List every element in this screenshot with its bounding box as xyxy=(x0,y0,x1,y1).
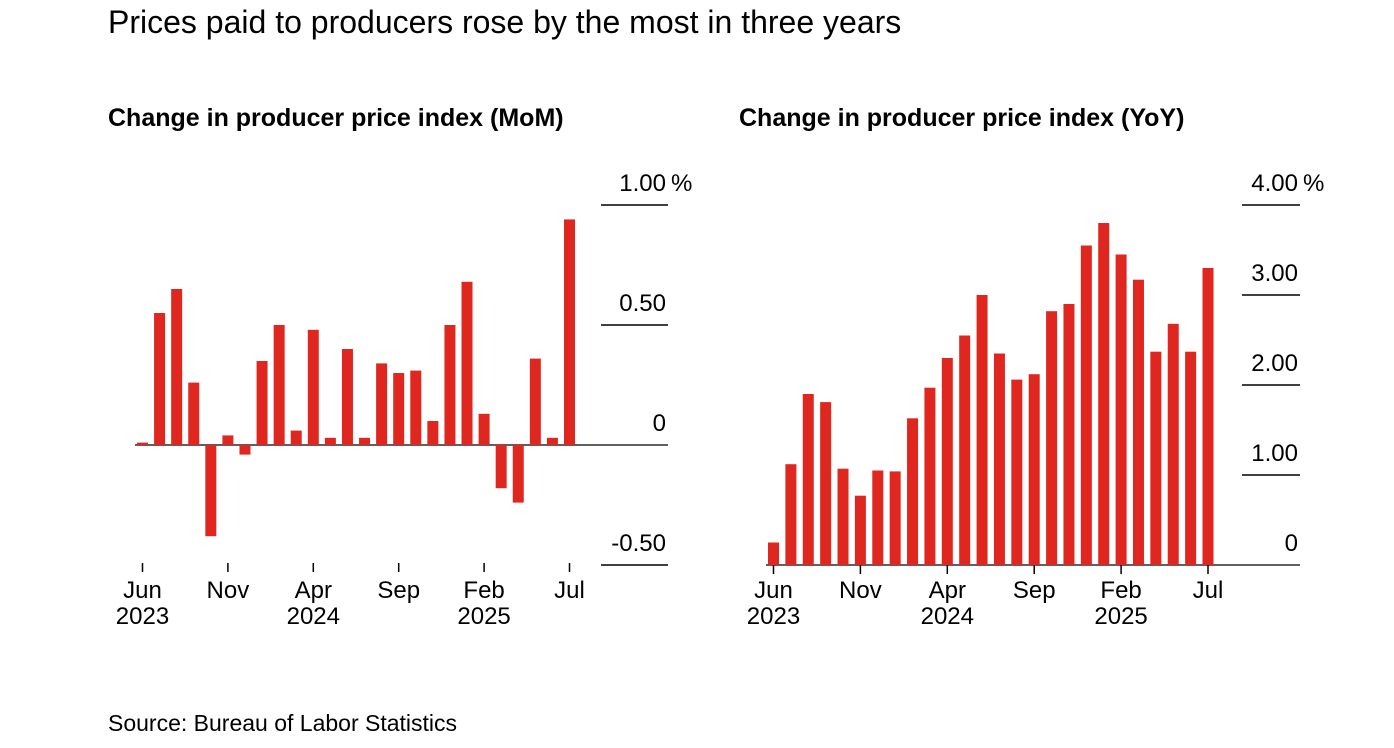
y-tick-label: 1.00 xyxy=(1251,440,1298,467)
bar-mom xyxy=(359,437,371,445)
x-tick-year: 2025 xyxy=(457,603,510,630)
bar-yoy xyxy=(1011,379,1023,565)
x-tick-year: 2023 xyxy=(747,603,800,630)
x-tick-year: 2023 xyxy=(116,603,169,630)
bar-mom xyxy=(205,445,217,537)
bar-mom xyxy=(222,435,234,445)
x-tick-month: Nov xyxy=(839,577,882,604)
x-tick-month: Sep xyxy=(1013,577,1056,604)
bar-mom xyxy=(137,442,148,445)
y-unit-label: % xyxy=(671,170,692,197)
x-tick-month: Nov xyxy=(207,577,250,604)
x-tick-month: Sep xyxy=(377,577,420,604)
bar-yoy xyxy=(959,335,971,565)
bar-mom xyxy=(444,325,456,445)
bar-mom xyxy=(461,281,473,445)
bar-yoy xyxy=(1202,268,1214,565)
bar-mom xyxy=(427,421,439,445)
y-tick-label: 2.00 xyxy=(1251,350,1298,377)
bar-yoy xyxy=(872,470,884,565)
bar-yoy xyxy=(907,418,919,565)
bar-yoy xyxy=(1167,323,1179,565)
bar-yoy xyxy=(1185,351,1197,565)
bar-yoy xyxy=(1132,279,1144,565)
bar-yoy xyxy=(1063,304,1075,565)
x-tick-month: Apr xyxy=(929,577,966,604)
y-unit-label: % xyxy=(1303,170,1324,197)
bar-mom xyxy=(324,437,336,445)
bar-yoy xyxy=(785,464,797,565)
bar-yoy xyxy=(802,394,814,565)
bar-yoy xyxy=(1150,351,1162,565)
bar-mom xyxy=(376,363,388,445)
bar-mom xyxy=(307,329,319,445)
x-tick-month: Jul xyxy=(1193,577,1224,604)
x-tick-month: Jul xyxy=(554,577,585,604)
bar-yoy xyxy=(768,542,779,565)
x-tick-year: 2025 xyxy=(1094,603,1147,630)
x-tick-year: 2024 xyxy=(921,603,974,630)
chart-title-mom: Change in producer price index (MoM) xyxy=(108,104,564,132)
bar-mom xyxy=(239,445,251,455)
x-tick-month: Jun xyxy=(754,577,793,604)
bar-yoy xyxy=(1115,254,1127,565)
bar-mom xyxy=(478,413,490,445)
y-tick-label: 0.50 xyxy=(619,290,666,317)
bar-yoy xyxy=(1046,311,1058,565)
bar-mom xyxy=(564,219,575,445)
bar-mom xyxy=(341,349,353,445)
bar-mom xyxy=(495,445,507,489)
y-tick-label: 0 xyxy=(1285,530,1298,557)
bar-yoy xyxy=(820,402,832,565)
y-tick-label: 1.00 xyxy=(619,170,666,197)
bar-mom xyxy=(512,445,524,503)
x-tick-year: 2024 xyxy=(287,603,340,630)
bar-yoy xyxy=(941,358,953,565)
bar-mom xyxy=(410,370,422,445)
x-tick-month: Feb xyxy=(463,577,504,604)
bar-yoy xyxy=(976,295,988,565)
y-tick-label: 0 xyxy=(653,410,666,437)
bar-mom xyxy=(188,382,200,445)
bar-yoy xyxy=(1098,223,1110,565)
chart-title-yoy: Change in producer price index (YoY) xyxy=(739,104,1185,132)
bar-yoy xyxy=(854,495,866,565)
bar-mom xyxy=(529,358,541,445)
x-tick-month: Jun xyxy=(123,577,162,604)
source-note: Source: Bureau of Labor Statistics xyxy=(108,710,458,736)
x-tick-month: Feb xyxy=(1100,577,1141,604)
bar-mom xyxy=(273,325,285,445)
bar-mom xyxy=(290,430,302,445)
bar-mom xyxy=(546,437,558,445)
y-tick-label: 3.00 xyxy=(1251,260,1298,287)
bar-mom xyxy=(171,289,183,445)
y-tick-label: 4.00 xyxy=(1251,170,1298,197)
bar-mom xyxy=(256,361,268,445)
x-tick-month: Apr xyxy=(295,577,332,604)
bar-yoy xyxy=(1080,245,1092,565)
y-tick-label: -0.50 xyxy=(611,530,666,557)
bar-yoy xyxy=(993,353,1005,565)
bar-mom xyxy=(154,313,166,445)
bar-yoy xyxy=(924,387,936,565)
bar-yoy xyxy=(837,468,849,565)
page-title: Prices paid to producers rose by the mos… xyxy=(108,4,902,40)
bar-mom xyxy=(393,373,405,445)
bar-yoy xyxy=(889,471,901,565)
bar-yoy xyxy=(1028,374,1040,565)
